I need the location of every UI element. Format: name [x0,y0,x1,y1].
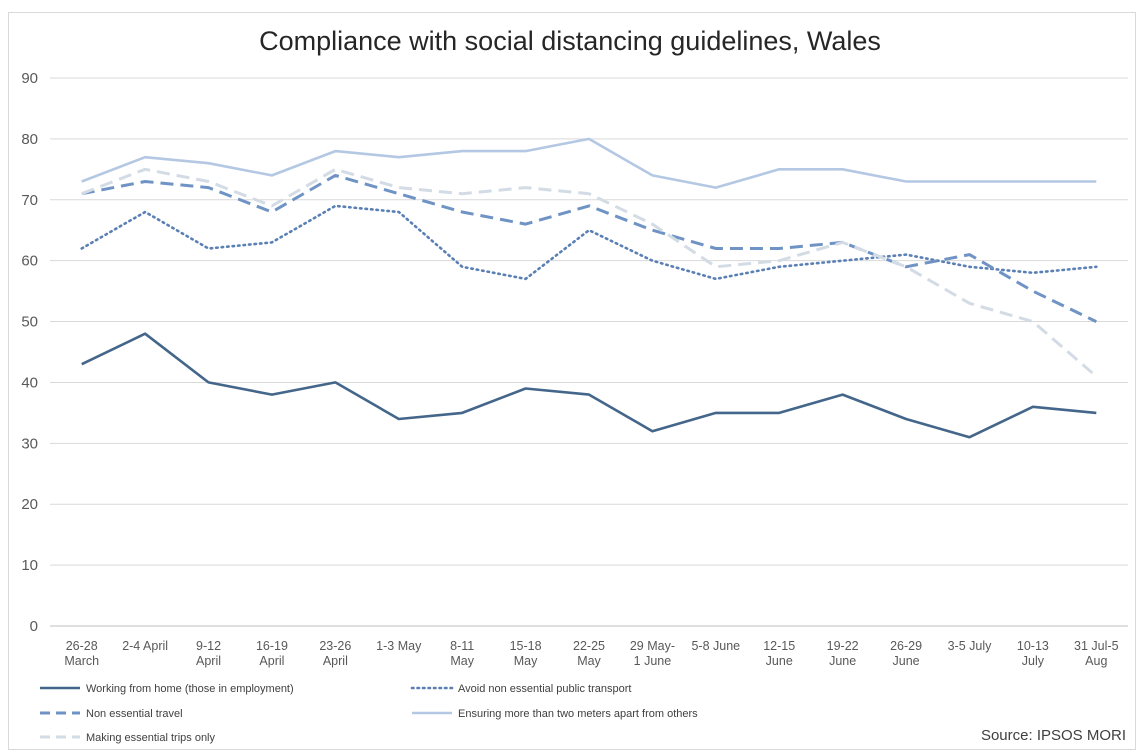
x-tick-label: 26-29 June [890,639,922,668]
series-line-4 [81,167,1098,378]
series-lines [80,137,1098,439]
legend: Working from home (those in employment) A… [40,683,698,744]
y-tick-label: 20 [21,496,38,513]
y-tick-label: 0 [30,618,38,635]
series-line-3 [81,137,1097,189]
y-axis-ticks: 0 10 20 30 40 50 60 70 80 90 [21,70,38,635]
x-axis-ticks: 26-28 March 2-4 April 9-12 April 16-19 April 23… [64,639,1118,668]
y-tick-label: 30 [21,435,38,452]
y-tick-label: 70 [21,192,38,209]
x-tick-label: 22-25 May [573,639,605,668]
x-tick-label: 29 May-1 June [630,639,675,668]
x-tick-label: 23-26 April [319,639,351,668]
x-tick-label: 2-4 April [122,639,168,653]
source-note: Source: IPSOS MORI [980,727,1126,744]
x-tick-label: 16-19 April [256,639,288,668]
y-tick-label: 80 [21,131,38,148]
y-tick-label: 60 [21,253,38,270]
x-tick-label: 31 Jul-5 Aug [1074,639,1119,668]
x-tick-label: 1-3 May [376,639,422,653]
legend-label: Non essential travel [86,708,183,720]
legend-label: Ensuring more than two meters apart from… [458,708,698,720]
x-tick-label: 10-13 July [1017,639,1049,668]
series-line-0 [81,332,1097,439]
series-line-2 [81,173,1097,323]
x-tick-label: 26-28 March [64,639,99,668]
gridlines [50,77,1128,627]
chart-title: Compliance with social distancing guidel… [259,26,881,56]
x-tick-label: 15-18 May [510,639,542,668]
x-tick-label: 9-12 April [196,639,221,668]
y-tick-label: 40 [21,374,38,391]
x-tick-label: 12-15 June [763,639,795,668]
x-tick-label: 5-8 June [691,639,740,653]
series-line-1 [80,204,1098,281]
y-tick-label: 50 [21,314,38,331]
x-tick-label: 19-22 June [827,639,859,668]
legend-label: Working from home (those in employment) [86,683,294,695]
x-tick-label: 3-5 July [948,639,993,653]
chart-frame [8,12,1136,750]
legend-label: Making essential trips only [86,732,216,744]
x-tick-label: 8-11 May [450,639,475,668]
y-tick-label: 90 [21,70,38,87]
y-tick-label: 10 [21,557,38,574]
legend-label: Avoid non essential public transport [458,683,631,695]
